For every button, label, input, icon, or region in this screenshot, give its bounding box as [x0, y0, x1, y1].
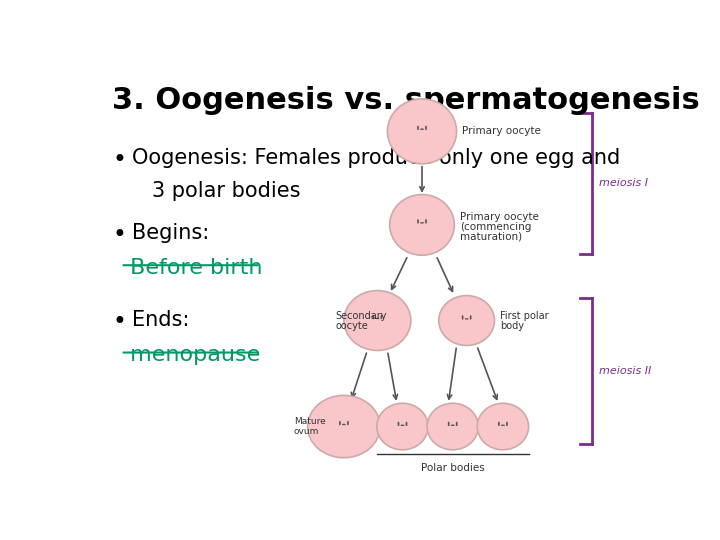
- Text: maturation): maturation): [460, 232, 522, 241]
- Ellipse shape: [387, 99, 456, 164]
- Ellipse shape: [390, 194, 454, 255]
- Text: Begins:: Begins:: [132, 223, 209, 243]
- Ellipse shape: [477, 403, 528, 450]
- Text: Mature: Mature: [294, 417, 325, 426]
- Ellipse shape: [427, 403, 478, 450]
- Text: body: body: [500, 321, 524, 330]
- Text: Before birth: Before birth: [124, 258, 270, 278]
- Text: Primary oocyte: Primary oocyte: [460, 212, 539, 222]
- Text: •: •: [112, 223, 126, 247]
- Text: ovum: ovum: [294, 427, 319, 436]
- Text: meiosis I: meiosis I: [599, 178, 648, 188]
- Ellipse shape: [344, 291, 411, 350]
- Ellipse shape: [377, 403, 428, 450]
- Text: menopause: menopause: [124, 346, 268, 366]
- Text: (commencing: (commencing: [460, 222, 531, 232]
- Text: Oogenesis: Females produce only one egg and: Oogenesis: Females produce only one egg …: [132, 148, 620, 168]
- Text: •: •: [112, 148, 126, 172]
- Ellipse shape: [307, 395, 380, 458]
- Text: 3. Oogenesis vs. spermatogenesis: 3. Oogenesis vs. spermatogenesis: [112, 85, 700, 114]
- Text: Polar bodies: Polar bodies: [420, 463, 485, 473]
- Text: oocyte: oocyte: [336, 321, 368, 330]
- Text: meiosis II: meiosis II: [599, 366, 651, 376]
- Text: •: •: [112, 310, 126, 334]
- Text: Ends:: Ends:: [132, 310, 189, 330]
- Text: 3 polar bodies: 3 polar bodies: [132, 181, 300, 201]
- Text: Secondary: Secondary: [336, 310, 387, 321]
- Text: Primary oocyte: Primary oocyte: [462, 126, 541, 136]
- Text: First polar: First polar: [500, 310, 549, 321]
- Ellipse shape: [438, 295, 495, 346]
